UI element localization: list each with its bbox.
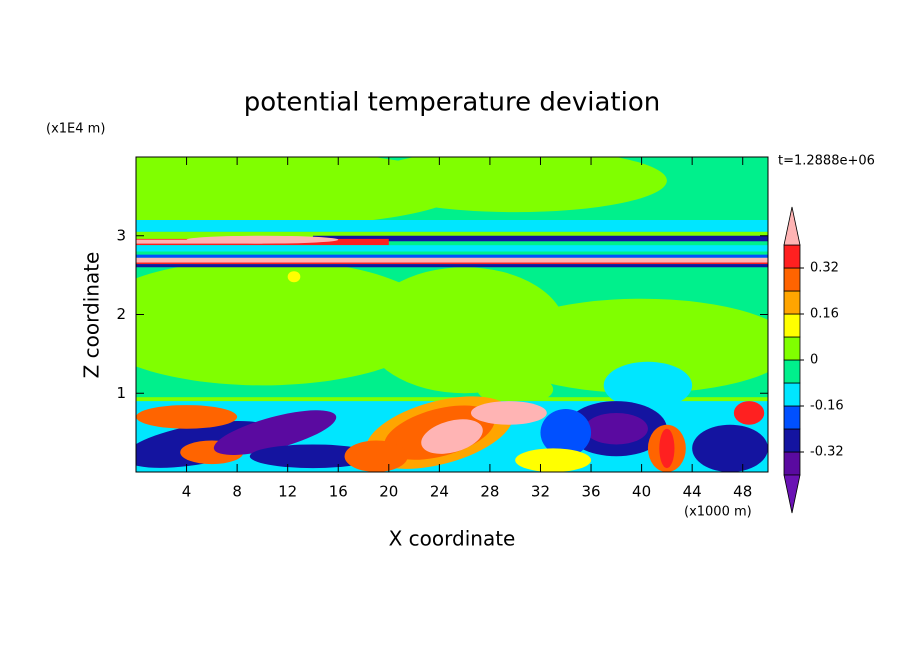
x-tick-label: 24: [430, 483, 449, 501]
colorbar-tick-label: 0.32: [810, 261, 839, 276]
colorbar-tick-label: 0: [810, 353, 818, 368]
colorbar-band: [783, 244, 801, 269]
contour-region: [136, 259, 440, 386]
y-tick-label: 2: [116, 305, 126, 323]
contour-region: [489, 298, 768, 394]
contour-region: [692, 424, 768, 472]
colorbar-band: [783, 359, 801, 384]
x-tick-label: 40: [632, 483, 651, 501]
x-tick-label: 48: [733, 483, 752, 501]
colorbar-tick-label: -0.16: [810, 399, 844, 414]
x-tick-label: 4: [182, 483, 192, 501]
x-unit: (x1000 m): [684, 505, 752, 520]
contour-region: [312, 235, 768, 242]
contour-region: [421, 419, 483, 454]
contour-region: [136, 245, 768, 252]
contour-region: [584, 412, 648, 445]
colorbar-tick-label: 0.16: [810, 307, 839, 322]
colorbar-extend: [783, 206, 801, 246]
contour-region: [287, 271, 301, 283]
contour-region: [249, 444, 377, 469]
contour-region: [470, 401, 547, 425]
y-axis-label: Z coordinate: [80, 252, 104, 379]
contour-region: [136, 405, 238, 429]
x-tick-label: 36: [581, 483, 600, 501]
colorbar-band: [783, 313, 801, 338]
x-tick-label: 8: [232, 483, 242, 501]
x-tick-label: 28: [480, 483, 499, 501]
colorbar-extend: [783, 474, 801, 514]
contour-region: [186, 235, 339, 244]
contour-region: [363, 157, 667, 213]
annotation: t=1.2888e+06: [778, 154, 875, 169]
contour-region: [540, 409, 592, 457]
colorbar-band: [783, 451, 801, 476]
colorbar-band: [783, 290, 801, 315]
x-tick-label: 12: [278, 483, 297, 501]
colorbar-band: [783, 405, 801, 430]
y-unit: (x1E4 m): [46, 122, 105, 137]
x-axis-label: X coordinate: [389, 527, 516, 551]
colorbar-band: [783, 428, 801, 453]
contour-region: [515, 448, 592, 472]
contour-region: [603, 361, 693, 409]
colorbar-tick-label: -0.32: [810, 445, 844, 460]
colorbar-band: [783, 267, 801, 292]
contour-region: [136, 220, 768, 232]
contour-region: [136, 262, 768, 265]
contour-region: [733, 401, 765, 425]
contour-region: [136, 264, 768, 268]
x-tick-label: 32: [531, 483, 550, 501]
x-tick-label: 20: [379, 483, 398, 501]
y-tick-label: 1: [116, 384, 126, 402]
x-tick-label: 16: [329, 483, 348, 501]
colorbar-band: [783, 382, 801, 407]
y-tick-label: 3: [116, 226, 126, 244]
contour-region: [213, 410, 337, 455]
contour-region: [136, 254, 768, 258]
chart-title: potential temperature deviation: [244, 88, 660, 118]
contour-field: [136, 157, 768, 472]
contour-region: [136, 257, 768, 264]
contour-region: [477, 373, 554, 406]
colorbar-band: [783, 336, 801, 361]
contour-region: [659, 428, 675, 469]
x-tick-label: 44: [683, 483, 702, 501]
contour-region: [344, 440, 408, 472]
